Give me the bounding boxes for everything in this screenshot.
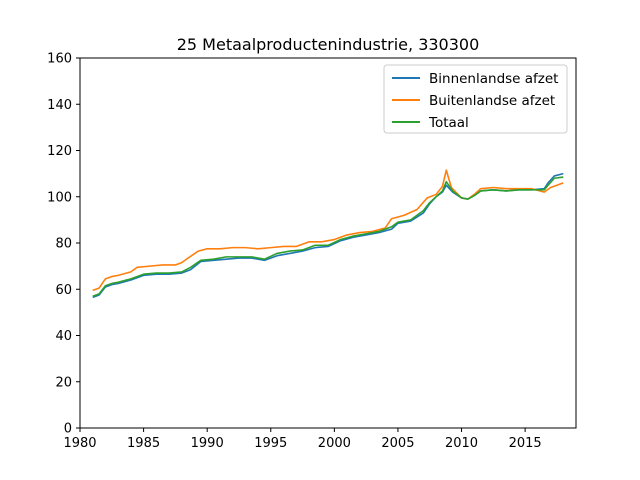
x-tick-label: 2010: [445, 436, 478, 451]
chart-title: 25 Metaalproductenindustrie, 330300: [177, 35, 480, 54]
series-line-2: [92, 169, 564, 292]
x-tick-label: 2015: [509, 436, 542, 451]
y-tick-label: 120: [47, 144, 72, 159]
legend: Binnenlandse afzet Buitenlandse afzet Tota…: [383, 64, 568, 134]
y-tick-label: 140: [47, 98, 72, 113]
x-tick-label: 1990: [191, 436, 224, 451]
y-tick-label: 160: [47, 52, 72, 67]
legend-entry: Totaal: [428, 115, 469, 131]
plot-lines: [92, 169, 564, 299]
y-tick-label: 100: [47, 190, 72, 205]
x-tick-label: 2000: [318, 436, 351, 451]
x-tick-label: 1985: [127, 436, 160, 451]
legend-entry: Binnenlandse afzet: [429, 71, 558, 87]
y-tick-label: 20: [55, 375, 72, 390]
x-tick-label: 1995: [254, 436, 287, 451]
x-tick-label: 2005: [381, 436, 414, 451]
y-tick-label: 80: [55, 237, 72, 252]
legend-box: [383, 64, 568, 134]
y-tick-label: 0: [64, 422, 72, 437]
x-tick-label: 1980: [63, 436, 96, 451]
axis-ticks: 1980 1985 1990 1995 2000 2005 2010 2015 0 20 40 60 8…: [47, 52, 542, 452]
legend-entry: Buitenlandse afzet: [429, 93, 555, 109]
y-tick-label: 40: [55, 329, 72, 344]
y-tick-label: 60: [55, 283, 72, 298]
series-line-3: [92, 176, 564, 297]
series-line-1: [92, 172, 564, 299]
